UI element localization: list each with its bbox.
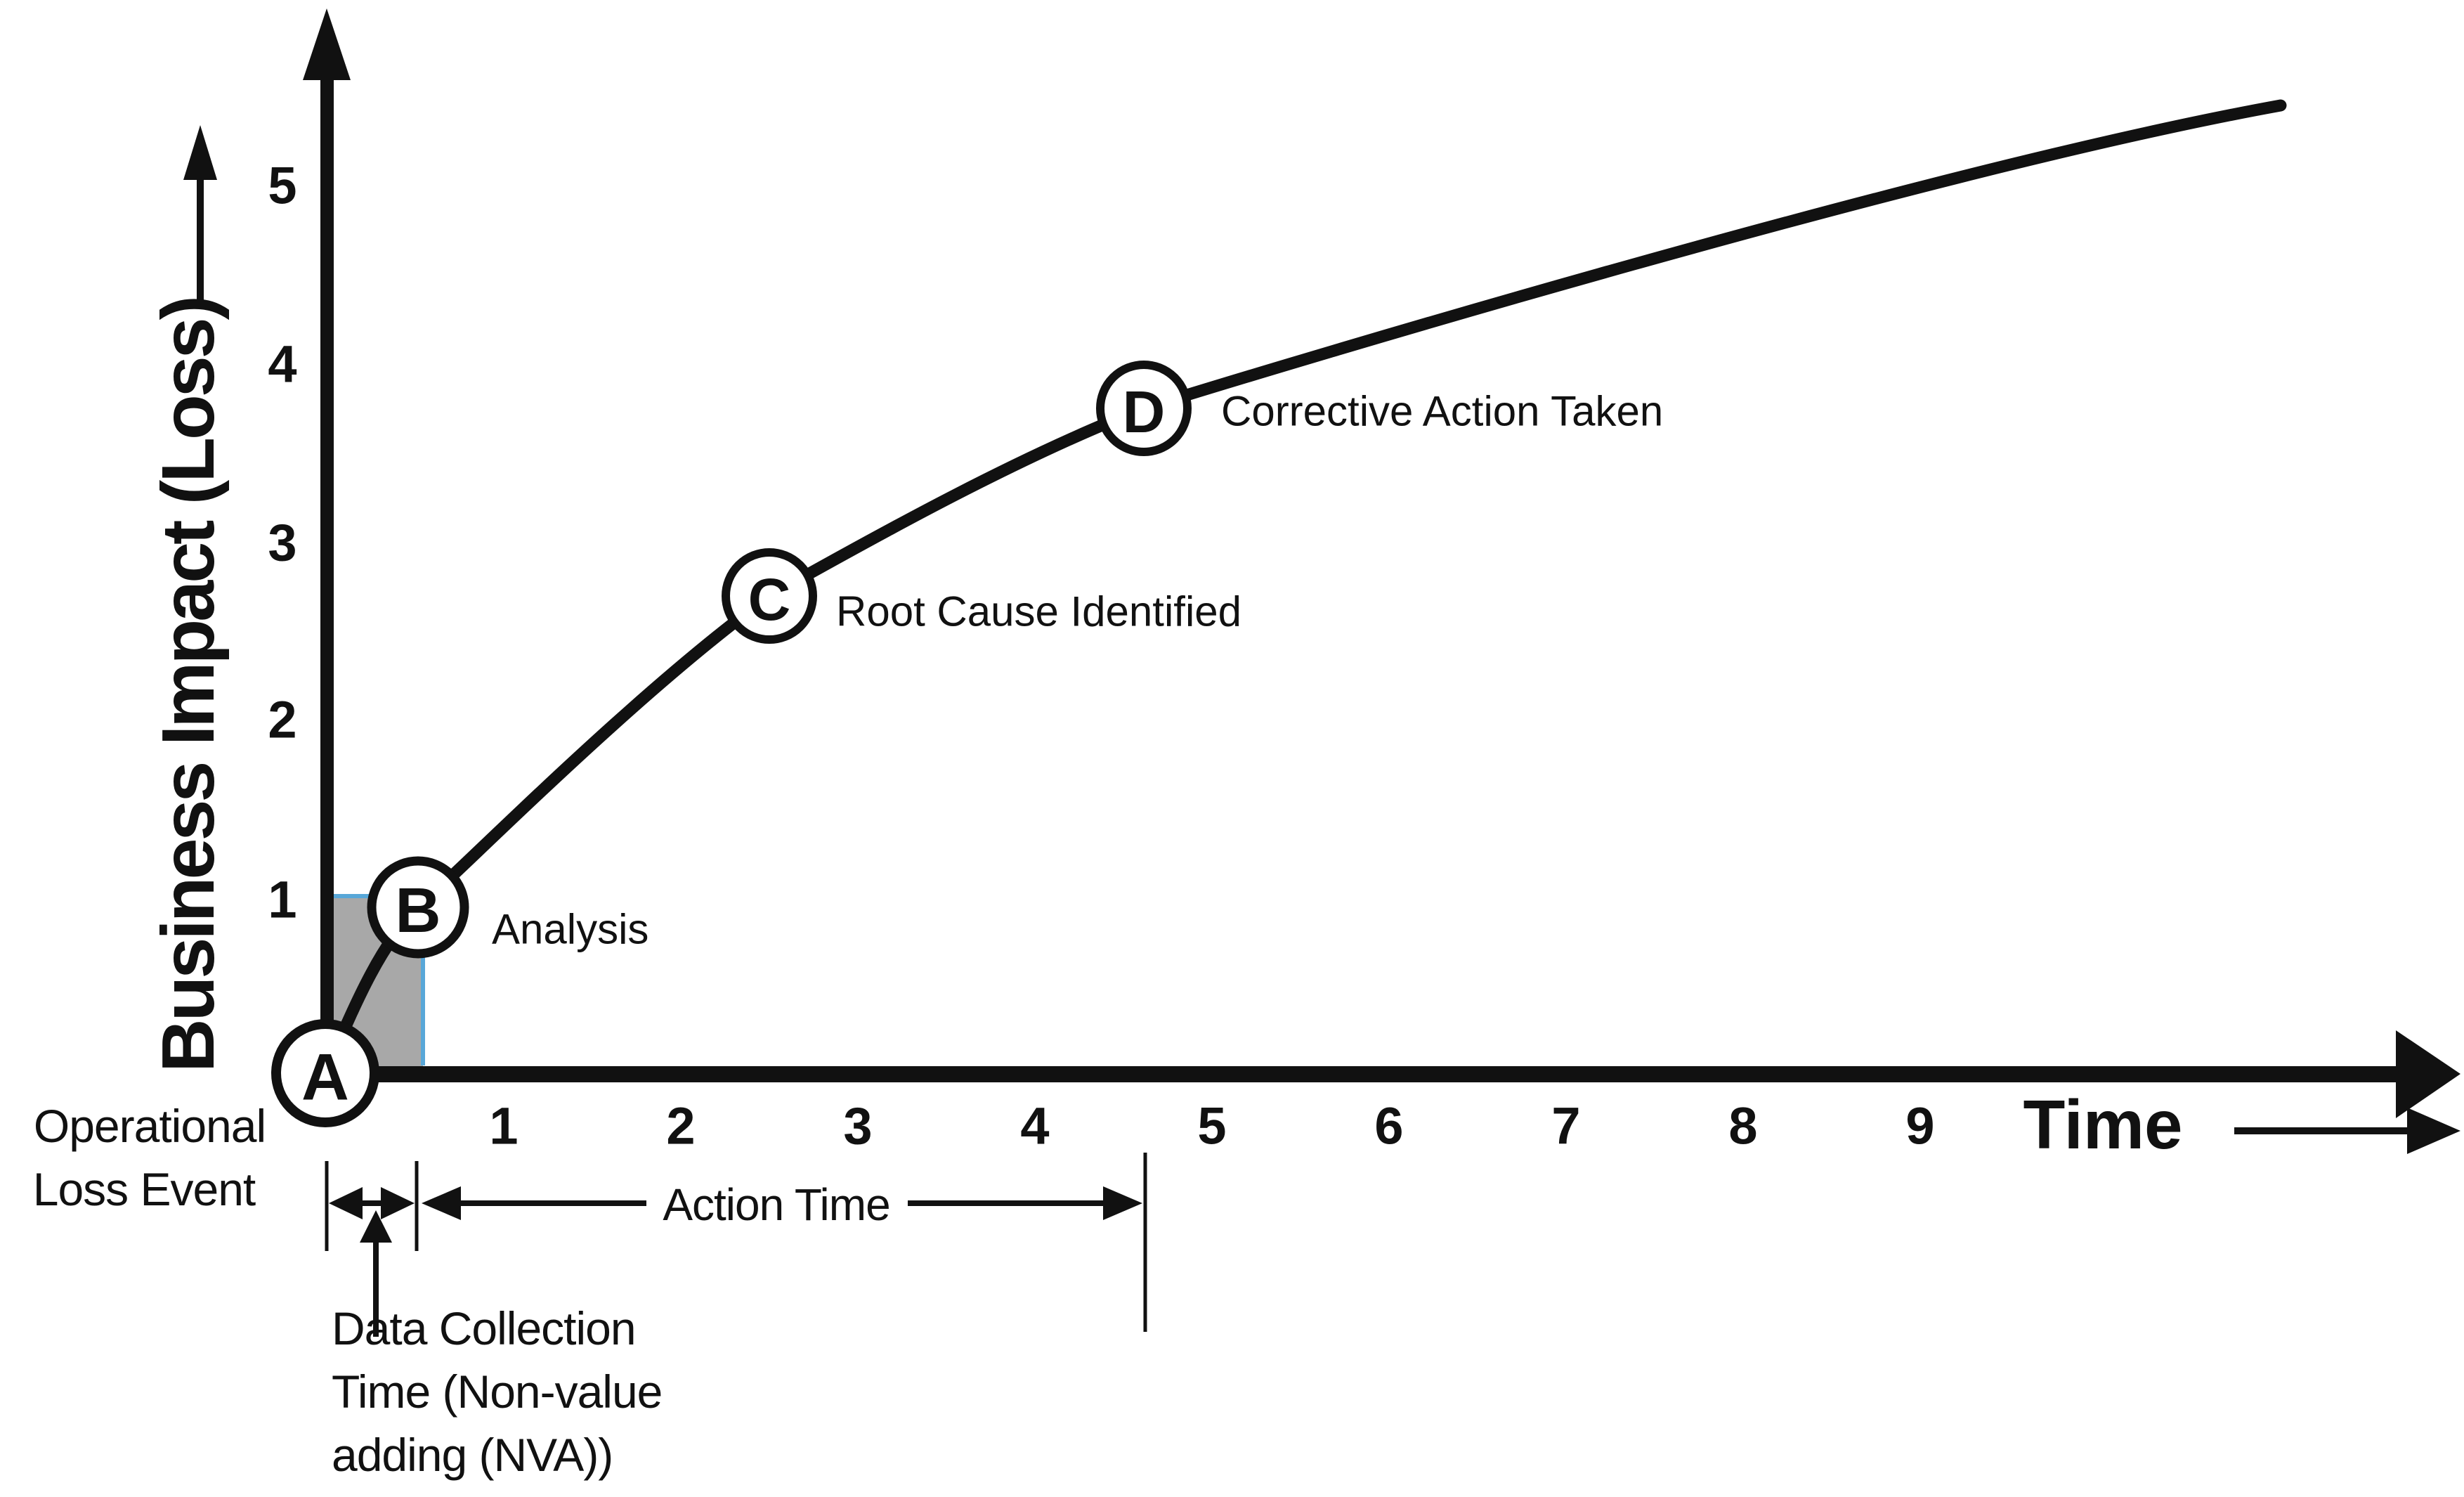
x-axis-title-arrow <box>2234 1108 2460 1154</box>
y-axis-line <box>320 70 334 1082</box>
milestone-D-letter: D <box>1123 379 1166 445</box>
milestone-D: D <box>1096 361 1192 456</box>
x-tick-5: 5 <box>1197 1097 1226 1155</box>
x-axis <box>320 1030 2460 1118</box>
span-markers: Action Time <box>325 1153 1147 1337</box>
y-tick-labels: 1 2 3 4 5 <box>268 157 296 929</box>
x-tick-2: 2 <box>666 1097 695 1155</box>
action-time-arrow-left-icon <box>422 1186 461 1220</box>
milestone-C: C <box>722 548 817 644</box>
milestone-B-letter: B <box>396 876 441 946</box>
label-corrective-action: Corrective Action Taken <box>1221 388 1663 435</box>
y-tick-4: 4 <box>268 335 296 394</box>
y-tick-2: 2 <box>268 691 296 749</box>
x-tick-labels: 1 2 3 4 5 6 7 8 9 <box>489 1097 1934 1155</box>
data-collection-line-2: Time (Non-value <box>332 1366 662 1418</box>
x-tick-9: 9 <box>1905 1097 1934 1155</box>
data-collection-pointer-arrow <box>360 1210 392 1337</box>
label-data-collection-time: Data Collection Time (Non-value adding (… <box>332 1302 663 1481</box>
y-tick-5: 5 <box>268 157 296 215</box>
milestone-B-circle <box>367 856 469 959</box>
data-collection-line-3: adding (NVA)) <box>332 1429 613 1481</box>
milestone-C-circle <box>722 548 817 644</box>
y-tick-1: 1 <box>268 871 296 929</box>
operational-loss-line-1: Operational <box>34 1100 266 1152</box>
y-axis-title: Business Impact (Loss) <box>147 298 230 1072</box>
label-analysis: Analysis <box>492 906 648 953</box>
milestone-D-circle <box>1096 361 1192 456</box>
data-collection-span-arrow <box>329 1187 415 1219</box>
x-tick-8: 8 <box>1728 1097 1757 1155</box>
x-axis-title: Time <box>2023 1086 2183 1163</box>
x-tick-7: 7 <box>1551 1097 1580 1155</box>
y-axis-arrowhead-icon <box>303 8 351 80</box>
milestone-A-letter: A <box>301 1040 349 1114</box>
action-time-span-arrow: Action Time <box>422 1179 1142 1230</box>
label-root-cause: Root Cause Identified <box>836 588 1241 635</box>
y-axis-title-arrow <box>183 125 217 304</box>
y-tick-3: 3 <box>268 514 296 572</box>
x-axis-line <box>320 1066 2399 1082</box>
label-operational-loss-event: Operational Loss Event <box>33 1100 266 1215</box>
x-tick-1: 1 <box>489 1097 518 1155</box>
milestone-A-circle <box>271 1019 379 1127</box>
milestone-A: A <box>271 1019 379 1127</box>
x-tick-4: 4 <box>1020 1097 1049 1155</box>
data-collection-arrow-left-icon <box>329 1187 363 1219</box>
operational-loss-line-2: Loss Event <box>33 1163 256 1215</box>
milestone-B: B <box>367 856 469 959</box>
action-time-label: Action Time <box>663 1179 889 1230</box>
x-title-arrow-head-icon <box>2407 1108 2460 1154</box>
data-collection-line-1: Data Collection <box>332 1302 636 1354</box>
x-tick-6: 6 <box>1374 1097 1403 1155</box>
y-axis <box>303 8 351 1082</box>
milestone-C-letter: C <box>748 566 791 633</box>
x-tick-3: 3 <box>843 1097 872 1155</box>
data-collection-arrow-right-icon <box>381 1187 415 1219</box>
y-title-arrow-head-icon <box>183 125 217 180</box>
action-time-arrow-right-icon <box>1103 1186 1142 1220</box>
data-collection-pointer-head-icon <box>360 1210 392 1243</box>
x-axis-arrowhead-icon <box>2396 1030 2460 1118</box>
